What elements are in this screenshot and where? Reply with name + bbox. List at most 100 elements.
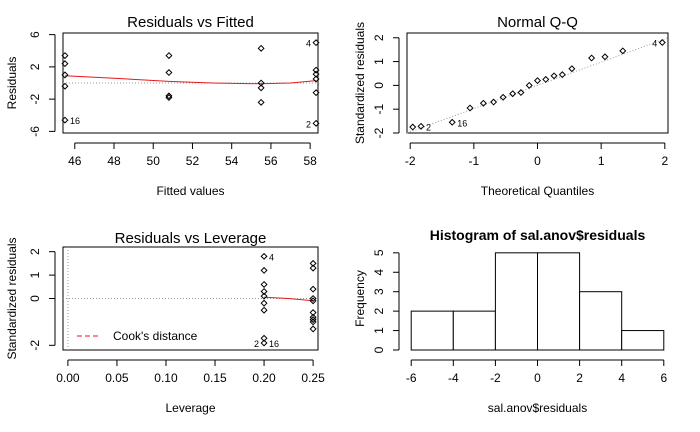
- data-point: [312, 70, 320, 78]
- data-point: [499, 93, 507, 101]
- x-axis-label: Leverage: [165, 401, 215, 415]
- x-tick-label: 46: [68, 154, 82, 168]
- data-point: [448, 118, 456, 126]
- data-point: [61, 52, 69, 60]
- x-axis-label: Theoretical Quantiles: [481, 184, 594, 198]
- data-point: [568, 65, 576, 73]
- data-point: [409, 123, 417, 131]
- x-tick-label: -2: [490, 371, 501, 385]
- x-axis-label: Fitted values: [156, 184, 224, 198]
- data-point: [257, 79, 265, 87]
- data-point: [61, 82, 69, 90]
- point-label: 4: [652, 39, 657, 49]
- data-point: [490, 98, 498, 106]
- y-tick-label: 1: [28, 271, 42, 278]
- chart-title: Normal Q-Q: [497, 14, 578, 31]
- data-point: [312, 119, 320, 127]
- x-tick-label: -1: [469, 154, 480, 168]
- data-point: [165, 69, 173, 77]
- data-point: [260, 252, 268, 260]
- point-label: 2: [254, 339, 259, 349]
- histogram-bar: [537, 252, 581, 351]
- data-point: [165, 92, 173, 100]
- chart-title: Residuals vs Fitted: [127, 14, 254, 31]
- histogram-bar: [410, 310, 454, 351]
- x-tick-label: 6: [660, 371, 667, 385]
- data-point: [260, 334, 268, 342]
- y-axis-label: Standardized residuals: [5, 237, 19, 359]
- qq-reference-line: [406, 37, 669, 134]
- data-point: [312, 75, 320, 83]
- y-tick-label: 2: [28, 63, 42, 70]
- data-point: [312, 89, 320, 97]
- panel-residuals-vs-leverage: Residuals vs Leverage 0.00 0.05 0.10 0.15 0.2…: [5, 230, 325, 415]
- data-point: [517, 89, 525, 97]
- y-axis-label: Standardized residuals: [353, 22, 367, 144]
- point-label: 16: [269, 339, 279, 349]
- data-point: [257, 84, 265, 92]
- x-tick-label: 2: [576, 371, 583, 385]
- legend-label: Cook's distance: [113, 329, 198, 343]
- data-point: [588, 54, 596, 62]
- x-tick-label: -4: [448, 371, 459, 385]
- y-tick-label: 2: [28, 248, 42, 255]
- y-tick-label: 0: [28, 295, 42, 302]
- x-tick-label: 0.20: [252, 371, 276, 385]
- x-tick-label: 52: [186, 154, 200, 168]
- x-tick-label: 0: [534, 371, 541, 385]
- x-tick-label: 0.10: [154, 371, 178, 385]
- data-point: [479, 99, 487, 107]
- histogram-bar: [452, 310, 496, 351]
- y-tick-label: -1: [372, 104, 386, 115]
- y-tick-label: 6: [28, 31, 42, 38]
- point-label: 4: [306, 39, 311, 49]
- data-point: [601, 53, 609, 61]
- data-point: [260, 306, 268, 314]
- data-point: [312, 66, 320, 74]
- chart-title: Residuals vs Leverage: [115, 230, 267, 247]
- data-point: [309, 316, 317, 324]
- x-tick-label: 0: [534, 154, 541, 168]
- x-tick-label: 58: [303, 154, 317, 168]
- data-point: [542, 75, 550, 83]
- data-point: [533, 77, 542, 85]
- y-tick-label: -2: [28, 340, 42, 351]
- data-point: [466, 104, 474, 112]
- smooth-line: [264, 296, 314, 302]
- y-tick-label: 1: [372, 58, 386, 65]
- y-tick-label: 1: [372, 327, 386, 334]
- data-point: [417, 122, 425, 130]
- data-point: [260, 280, 268, 288]
- y-tick-label: -2: [28, 93, 42, 104]
- panel-normal-qq: Normal Q-Q -2 -1 0 1 2 Theoretical Quantiles -2…: [353, 14, 669, 198]
- point-label: 16: [70, 116, 80, 126]
- plot-frame: [406, 32, 669, 134]
- data-point: [309, 313, 317, 321]
- data-point: [61, 116, 69, 124]
- point-label: 4: [269, 252, 274, 262]
- y-tick-label: 3: [372, 288, 386, 295]
- x-tick-label: 56: [264, 154, 278, 168]
- y-tick-label: 0: [372, 346, 386, 353]
- x-tick-label: 0.00: [56, 371, 80, 385]
- data-point: [257, 98, 265, 106]
- data-point: [260, 266, 268, 274]
- data-point: [312, 39, 320, 47]
- data-point: [619, 47, 627, 55]
- x-tick-label: 50: [147, 154, 161, 168]
- x-tick-label: 2: [661, 154, 668, 168]
- x-tick-label: 0.15: [203, 371, 227, 385]
- data-point: [509, 90, 517, 98]
- point-label: 2: [426, 122, 431, 132]
- data-point: [309, 318, 317, 326]
- data-point: [525, 81, 533, 89]
- data-point: [61, 71, 69, 79]
- data-point: [309, 259, 317, 267]
- x-tick-label: -6: [406, 371, 417, 385]
- x-tick-label: 4: [618, 371, 625, 385]
- data-point: [309, 297, 317, 305]
- x-tick-label: 0.25: [301, 371, 325, 385]
- x-axis-label: sal.anov$residuals: [488, 401, 587, 415]
- point-label: 16: [457, 118, 467, 128]
